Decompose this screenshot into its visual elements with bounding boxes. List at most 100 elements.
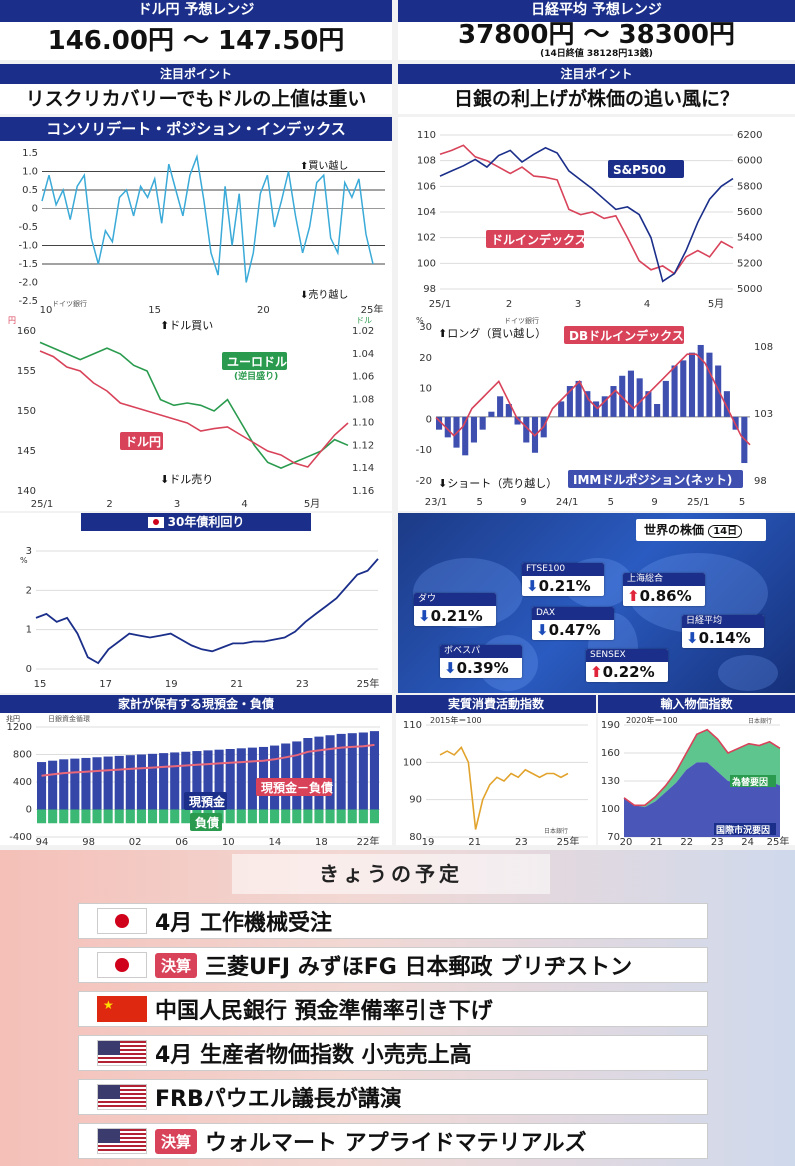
spx-ytick-left: 104 bbox=[417, 207, 436, 218]
fx-label-usdjpy: ドル円 bbox=[125, 435, 161, 449]
fx-xtick: 2 bbox=[106, 499, 112, 510]
de-flag-icon: DAX bbox=[532, 607, 614, 620]
schedule-item: 決算 三菱UFJ みずほFG 日本郵政 ブリヂストン bbox=[78, 947, 708, 983]
nikkei-title: 日経平均 予想レンジ bbox=[398, 0, 795, 22]
imm-bar bbox=[436, 416, 443, 430]
household-bar-deposit bbox=[192, 751, 202, 810]
household-bar-deposit bbox=[81, 757, 91, 810]
household-ytick: 800 bbox=[13, 750, 32, 761]
imm-bar bbox=[566, 386, 573, 417]
us-flag-icon bbox=[97, 1128, 147, 1154]
household-bar-deposit bbox=[103, 756, 113, 810]
earnings-badge: 決算 bbox=[155, 1128, 198, 1154]
imm-xtick: 23/1 bbox=[425, 497, 447, 508]
fx-xtick: 4 bbox=[241, 499, 247, 510]
imm-bar bbox=[479, 416, 486, 430]
household-unit: 兆円 bbox=[6, 714, 20, 723]
household-bar-deposit bbox=[37, 762, 47, 810]
spx-xtick: 25/1 bbox=[429, 299, 451, 310]
imm-bar bbox=[505, 404, 512, 417]
household-bar-deposit bbox=[281, 743, 291, 810]
household-bar-debt bbox=[103, 809, 113, 824]
household-label-deposit: 現預金 bbox=[189, 794, 226, 809]
import-ytick: 70 bbox=[607, 832, 620, 843]
household-bar-debt bbox=[325, 809, 335, 824]
imm-bar bbox=[523, 416, 530, 443]
jp-flag-icon bbox=[97, 908, 147, 934]
fx-series-usdjpy bbox=[39, 350, 349, 468]
cpi-ytick: -2.5 bbox=[18, 296, 38, 307]
spx-ytick-right: 5800 bbox=[737, 181, 762, 192]
spx-series-sp500 bbox=[439, 146, 734, 283]
household-xtick: 22年 bbox=[357, 835, 380, 845]
import-chart: 190 160 130 100 70 2020年＝100 日本銀行 20 21 22 23 24 25年… bbox=[601, 715, 789, 845]
spx-ytick-right: 6200 bbox=[737, 130, 762, 141]
imm-bar bbox=[645, 391, 652, 417]
imm-unit-left: % bbox=[416, 316, 424, 325]
cpi-annotation-short: ⬇売り越し bbox=[300, 288, 348, 301]
import-ytick: 190 bbox=[601, 720, 620, 731]
cpi-ytick: -0.5 bbox=[18, 222, 38, 233]
fx-panel: 160 155 150 145 140 1.02 1.04 1.06 1.08 1.10 1.12 1… bbox=[0, 313, 392, 511]
imm-bar bbox=[723, 391, 730, 417]
fx-annotation-buy: ⬆ドル買い bbox=[160, 319, 213, 332]
household-bar-debt bbox=[159, 809, 169, 824]
cpi-xtick: 25年 bbox=[361, 303, 384, 313]
jgb30-series bbox=[35, 558, 379, 665]
fx-ytick-right: 1.08 bbox=[352, 395, 374, 406]
import-series-total bbox=[623, 728, 781, 807]
stock-ftse: FTSE100 ⬇0.21% bbox=[522, 563, 604, 596]
consumption-series bbox=[439, 746, 569, 830]
household-bar-deposit bbox=[170, 752, 180, 810]
consumption-xtick: 19 bbox=[422, 837, 435, 845]
spx-label-dxy: ドルインデックス bbox=[491, 232, 587, 247]
jgb30-panel: 30年債利回り 3 2 1 0% 15 17 19 21 23 25年 bbox=[0, 513, 392, 693]
fx-label-eurusd: ユーロドル bbox=[227, 355, 287, 369]
spx-panel: 110 108 106 104 102 100 98 6200 6000 5800 5600 5400… bbox=[398, 117, 795, 313]
household-bar-deposit bbox=[92, 757, 102, 810]
household-bar-debt bbox=[92, 809, 102, 824]
household-label-debt-box bbox=[190, 813, 222, 831]
spx-chart: 110 108 106 104 102 100 98 6200 6000 5800 5600 5400… bbox=[417, 130, 763, 310]
imm-ytick-left: 20 bbox=[419, 353, 432, 364]
schedule-item: ★ 中国人民銀行 預金準備率引き下げ bbox=[78, 991, 708, 1027]
imm-ytick-left: 0 bbox=[426, 414, 432, 425]
consumption-xtick: 25年 bbox=[557, 835, 580, 845]
household-bar-deposit bbox=[214, 749, 224, 810]
import-area-fx bbox=[624, 729, 780, 808]
household-xtick: 18 bbox=[315, 837, 328, 845]
cpi-xtick: 10 bbox=[40, 305, 53, 313]
jp-flag-icon: 日経平均 bbox=[682, 615, 764, 628]
spx-series-dxy bbox=[439, 144, 734, 275]
imm-source: ドイツ銀行 bbox=[504, 316, 539, 325]
stock-shanghai: 上海総合 ⬆0.86% bbox=[623, 573, 705, 606]
schedule-item: 4月 生産者物価指数 小売売上高 bbox=[78, 1035, 708, 1071]
fx-chart: 160 155 150 145 140 1.02 1.04 1.06 1.08 1.10 1.12 1… bbox=[8, 316, 374, 510]
imm-bar bbox=[706, 352, 713, 417]
schedule-item-text: 三菱UFJ みずほFG 日本郵政 ブリヂストン bbox=[205, 955, 633, 980]
household-xtick: 02 bbox=[129, 837, 142, 845]
br-flag-icon: ボベスパ bbox=[440, 645, 522, 658]
jgb30-ytick: 3 bbox=[26, 546, 32, 557]
imm-bar bbox=[593, 401, 600, 417]
household-bar-debt bbox=[81, 809, 91, 824]
household-bar-deposit bbox=[325, 735, 335, 810]
household-bar-deposit bbox=[114, 755, 124, 810]
household-bar-debt bbox=[336, 809, 346, 824]
imm-xtick: 25/1 bbox=[687, 497, 709, 508]
schedule-item-text: 4月 工作機械受注 bbox=[155, 911, 332, 936]
household-bar-deposit bbox=[270, 745, 280, 810]
jp-flag-icon bbox=[147, 517, 164, 528]
household-chart: 1200 800 400 0 -400 兆円 日銀資金循環 94 98 02 06 10 14 18 22年… bbox=[6, 714, 380, 845]
imm-bar bbox=[697, 344, 704, 417]
jgb30-xtick: 19 bbox=[165, 679, 178, 690]
uk-flag-icon: FTSE100 bbox=[522, 563, 604, 576]
cpi-panel: コンソリデート・ポジション・インデックス 1.5 1.0 0.5 0 -0.5 -1.0 -… bbox=[0, 117, 392, 313]
household-bar-debt bbox=[270, 809, 280, 824]
usdjpy-range: 146.00円 ～ 147.50円 bbox=[0, 22, 392, 60]
jgb30-xtick: 25年 bbox=[357, 677, 380, 690]
fx-label-eurusd-sub: (逆目盛り) bbox=[234, 370, 278, 382]
import-xtick: 21 bbox=[650, 837, 663, 845]
import-xtick: 24 bbox=[741, 837, 754, 845]
fx-unit-left: 円 bbox=[8, 316, 16, 325]
